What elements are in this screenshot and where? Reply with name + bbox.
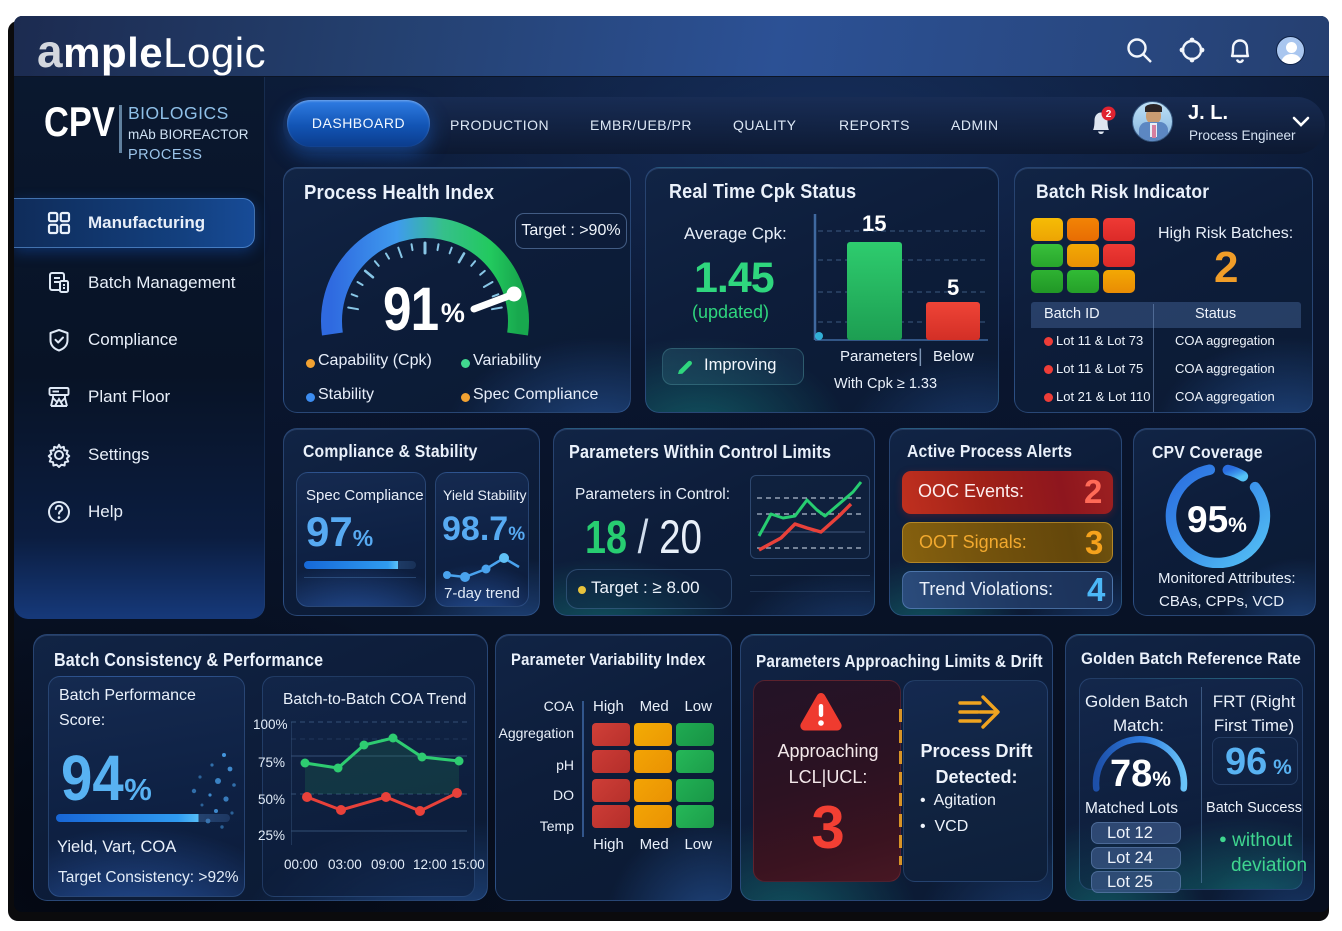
svg-text:2: 2 [1106,109,1112,120]
